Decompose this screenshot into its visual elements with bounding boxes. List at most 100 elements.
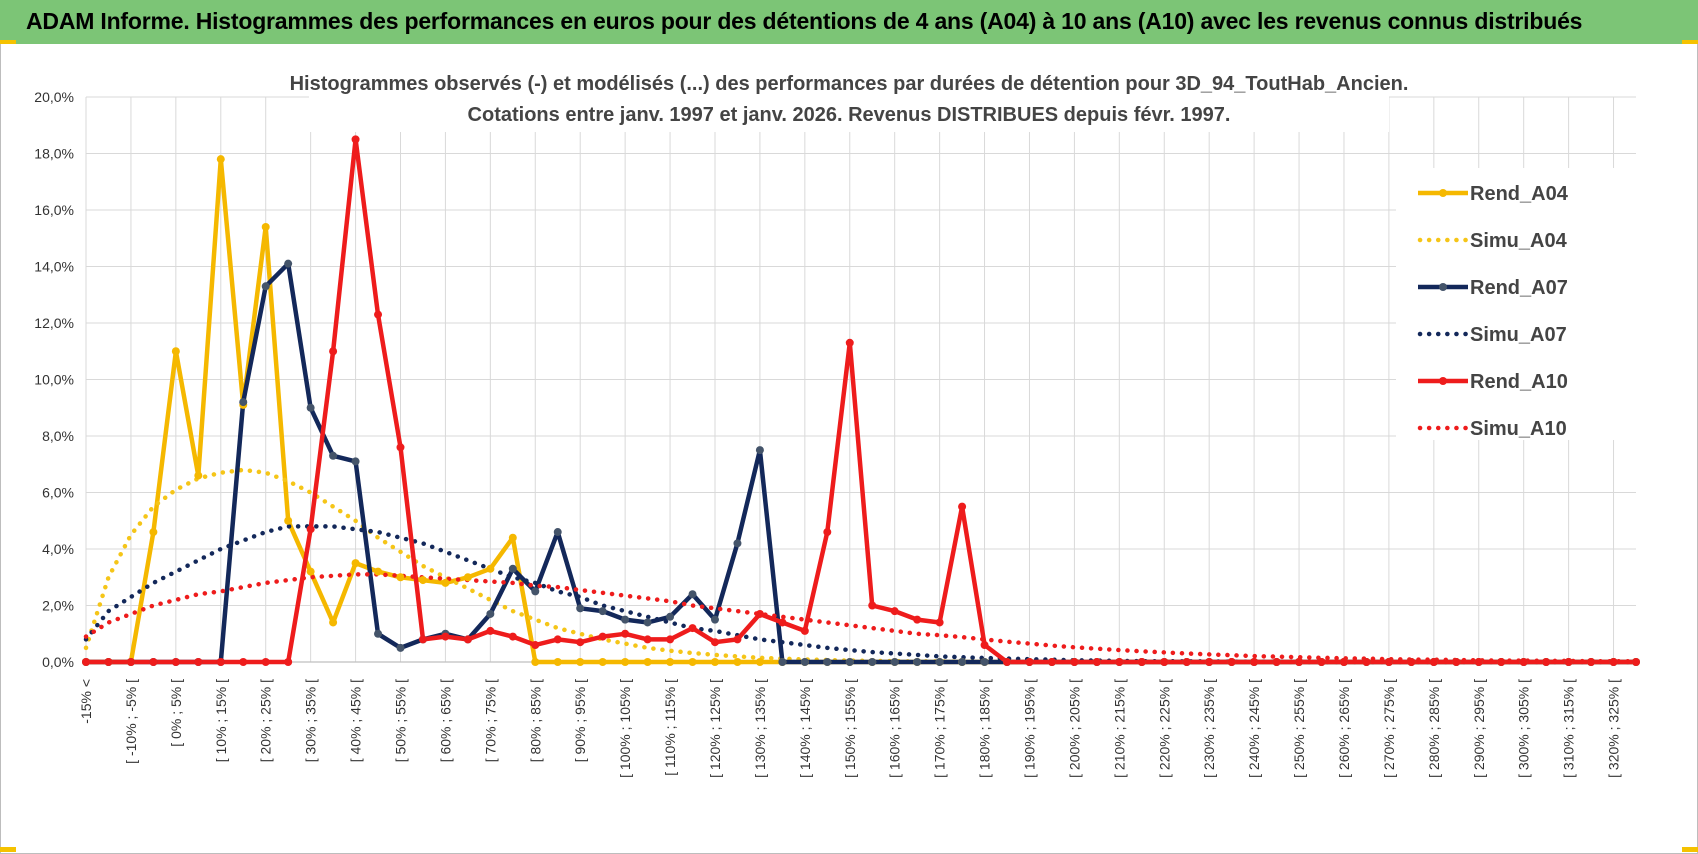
rend-a10-point (171, 658, 180, 666)
rend-a10-point (1407, 658, 1416, 666)
rend-a04-point (710, 658, 719, 666)
x-tick-label: [ 180% ; 185% [ (977, 679, 993, 778)
rend-a07-point (868, 658, 877, 666)
x-tick-label: [ 320% ; 325% [ (1606, 679, 1622, 778)
rend-a04-point (194, 471, 203, 480)
rend-a10-point (194, 658, 203, 666)
rend-a04-point (306, 567, 315, 576)
rend-a10-point (1587, 658, 1596, 666)
x-tick-label: [ 310% ; 315% [ (1561, 679, 1577, 778)
rend-a07-point (958, 658, 967, 666)
rend-a04-point (733, 658, 742, 666)
rend-a07-point (306, 403, 315, 412)
rend-a10-point (1474, 658, 1483, 666)
rend-a10-point (621, 629, 630, 638)
rend-a07-point (598, 607, 607, 616)
rend-a10-point (576, 638, 585, 647)
rend-a04-point (666, 658, 675, 666)
legend-label-simu-a10: Simu_A10 (1470, 418, 1567, 440)
corner-mark (0, 847, 16, 852)
rend-a07-point (284, 259, 293, 268)
rend-a10-point (239, 658, 248, 666)
rend-a10-point (1384, 658, 1393, 666)
x-tick-label: [ -10% ; -5% [ (123, 679, 139, 764)
rend-a10-point (1070, 658, 1079, 666)
rend-a04-point (374, 567, 383, 576)
x-tick-label: [ 10% ; 15% [ (213, 679, 229, 762)
rend-a10-point (666, 635, 675, 644)
rend-a10-point (463, 635, 472, 644)
x-tick-label: [ 250% ; 255% [ (1291, 679, 1307, 778)
rend-a10-point (284, 658, 293, 666)
rend-a04-point (755, 658, 764, 666)
rend-a07-point (778, 658, 787, 666)
y-tick-label: 4,0% (42, 541, 74, 557)
rend-a10-point (980, 641, 989, 650)
rend-a10-point (913, 615, 922, 624)
rend-a10-point (845, 338, 854, 347)
report-banner: ADAM Informe. Histogrammes des performan… (0, 0, 1698, 44)
rend-a04-point (418, 576, 427, 585)
rend-a10-point (778, 618, 787, 627)
rend-a10-point (396, 443, 405, 452)
rend-a10-point (1205, 658, 1214, 666)
x-tick-label: [ 200% ; 205% [ (1066, 679, 1082, 778)
x-tick-label: [ 20% ; 25% [ (258, 679, 274, 762)
rend-a10-point (1429, 658, 1438, 666)
y-tick-label: 0,0% (42, 654, 74, 670)
rend-a10-point (216, 658, 225, 666)
x-tick-label: [ 50% ; 55% [ (392, 679, 408, 762)
rend-a04-point (486, 564, 495, 573)
rend-a10-point (1272, 658, 1281, 666)
rend-a07-point (980, 658, 989, 666)
rend-a10-point (126, 658, 135, 666)
rend-a07-point (239, 398, 248, 407)
rend-a10-point (553, 635, 562, 644)
rend-a10-point (1227, 658, 1236, 666)
rend-a10-point (1182, 658, 1191, 666)
x-tick-label: [ 280% ; 285% [ (1426, 679, 1442, 778)
rend-a04-point (688, 658, 697, 666)
rend-a10-point (1092, 658, 1101, 666)
rend-a04-point (396, 573, 405, 582)
x-tick-label: [ 0% ; 5% [ (168, 679, 184, 747)
x-tick-label: [ 90% ; 95% [ (572, 679, 588, 762)
rend-a07-point (508, 564, 517, 573)
y-tick-label: 2,0% (42, 598, 74, 614)
x-tick-label: [ 270% ; 275% [ (1381, 679, 1397, 778)
legend-marker-rend-a10 (1439, 377, 1447, 385)
x-tick-label: [ 80% ; 85% [ (527, 679, 543, 762)
rend-a07-point (396, 643, 405, 652)
corner-mark (1682, 40, 1698, 44)
corner-mark (1682, 847, 1698, 852)
y-tick-label: 12,0% (34, 315, 74, 331)
x-tick-label: [ 240% ; 245% [ (1246, 679, 1262, 778)
rend-a10-point (104, 658, 113, 666)
rend-a10-point (598, 632, 607, 641)
x-tick-label: [ 220% ; 225% [ (1156, 679, 1172, 778)
rend-a07-point (666, 612, 675, 621)
simu-a07-line (83, 524, 1639, 665)
rend-a10-point (688, 624, 697, 633)
legend-label-rend-a10: Rend_A10 (1470, 371, 1568, 393)
rend-a04-point (261, 222, 270, 231)
y-tick-label: 20,0% (34, 89, 74, 105)
x-tick-label: [ 210% ; 215% [ (1111, 679, 1127, 778)
rend-a07-point (576, 604, 585, 613)
rend-a07-point (351, 457, 360, 466)
x-tick-label: [ 100% ; 105% [ (617, 679, 633, 778)
rend-a04-point (216, 155, 225, 164)
rend-a10-point (82, 658, 90, 666)
y-tick-label: 10,0% (34, 372, 74, 388)
corner-mark (0, 40, 16, 44)
rend-a10-point (868, 601, 877, 610)
rend-a04-point (508, 533, 517, 542)
rend-a04-point (351, 559, 360, 568)
rend-a10-point (261, 658, 270, 666)
x-tick-label: [ 30% ; 35% [ (303, 679, 319, 762)
rend-a07-point (486, 609, 495, 618)
x-tick-label: -15% < (78, 679, 94, 724)
rend-a10-point (351, 135, 360, 144)
rend-a10-line (86, 137, 1636, 665)
